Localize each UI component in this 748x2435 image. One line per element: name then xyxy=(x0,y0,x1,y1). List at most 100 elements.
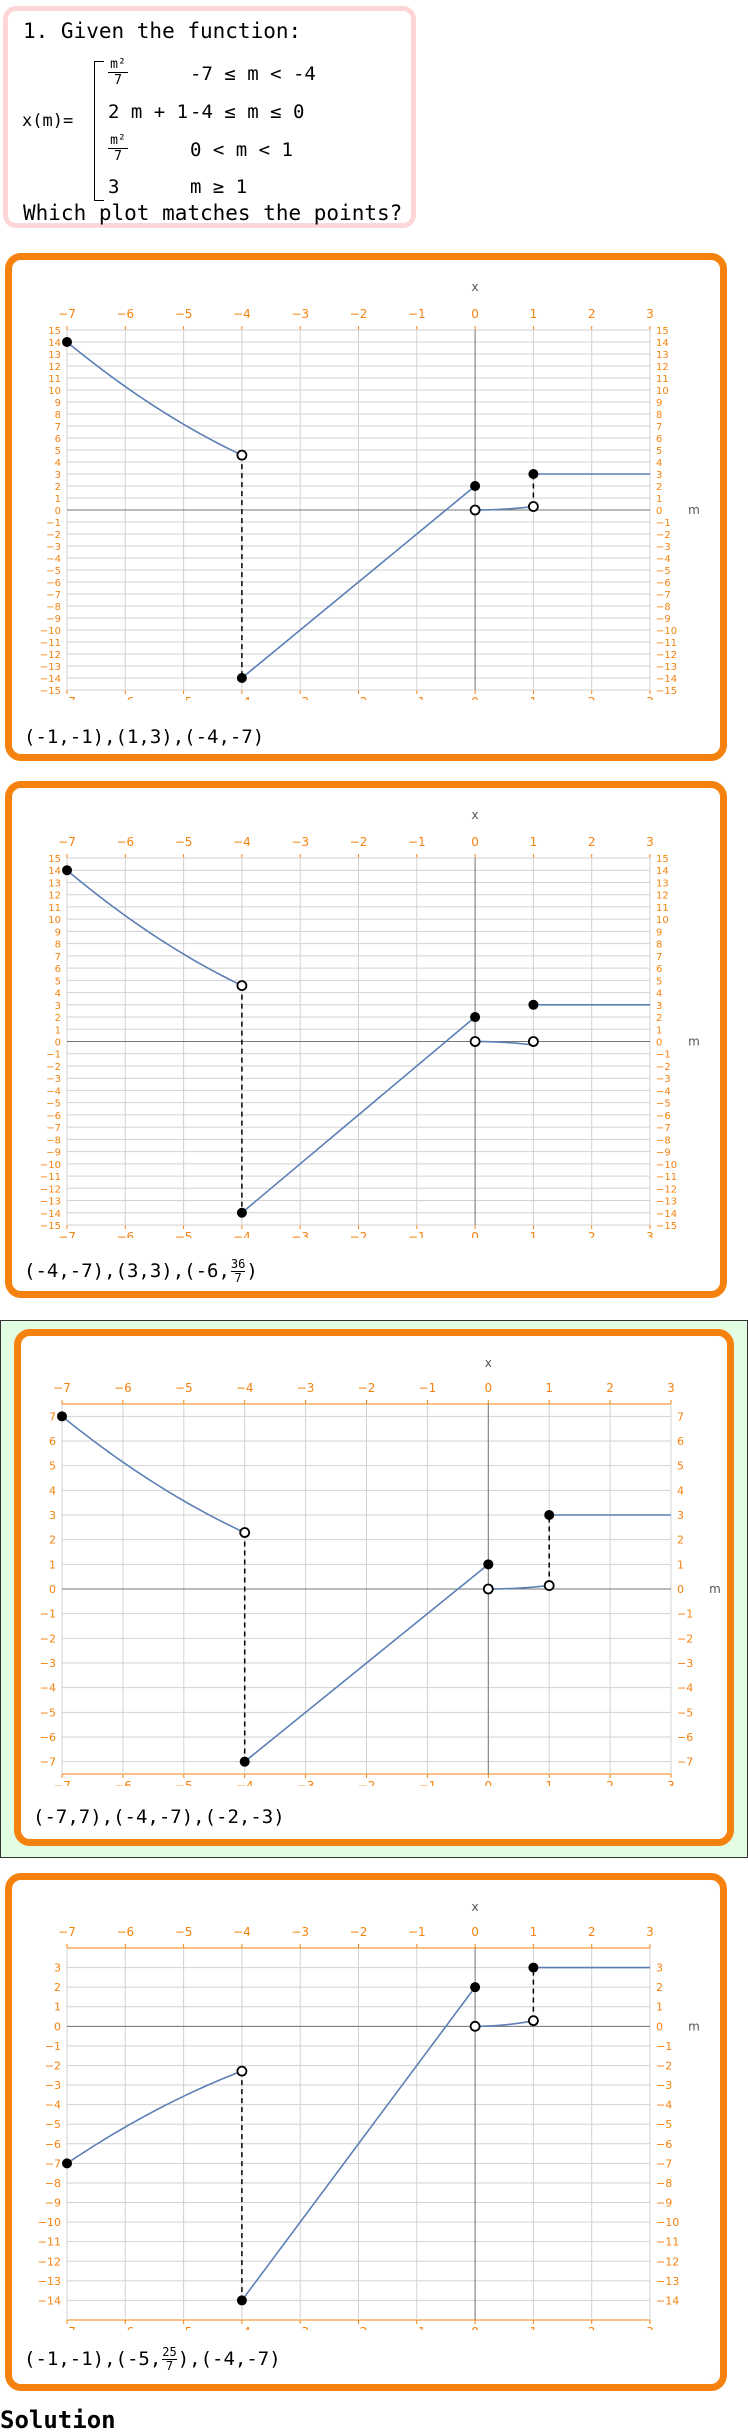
function-curve xyxy=(61,1415,246,1534)
y-tick-label-right: 6 xyxy=(656,434,662,445)
y-tick-label-left: −10 xyxy=(40,626,61,637)
y-tick-label-left: −6 xyxy=(46,1111,61,1122)
y-tick-label-left: 7 xyxy=(49,1410,56,1423)
closed-point xyxy=(470,481,481,491)
y-tick-label-left: 4 xyxy=(55,989,61,1000)
x-tick-label-bottom: 1 xyxy=(545,1779,553,1786)
y-tick-label-right: −6 xyxy=(677,1731,693,1744)
x-tick-label-top: 1 xyxy=(530,307,538,321)
points-text: (-1,-1),(-5, xyxy=(24,2348,162,2370)
y-tick-label-right: 1 xyxy=(677,1558,684,1571)
x-tick-label-bottom: 2 xyxy=(606,1779,614,1786)
points-fraction: 36 7 xyxy=(230,1257,246,1285)
x-tick-label-top: −7 xyxy=(58,835,76,849)
piece-3-den: 7 xyxy=(108,148,128,164)
open-point xyxy=(236,980,248,991)
y-tick-label-right: 8 xyxy=(656,410,662,421)
function-curve xyxy=(488,1584,550,1590)
y-tick-label-left: 15 xyxy=(48,854,61,865)
x-tick-label-top: −1 xyxy=(408,1925,426,1939)
closed-point xyxy=(470,1982,481,1993)
y-tick-label-left: 1 xyxy=(55,494,61,505)
y-tick-label-right: −5 xyxy=(677,1706,693,1719)
y-tick-label-left: −2 xyxy=(46,1062,61,1073)
function-curve xyxy=(475,505,534,511)
function-curve xyxy=(475,1040,534,1046)
x-tick-label-bottom: −4 xyxy=(233,2325,251,2330)
y-tick-label-right: −2 xyxy=(656,2059,672,2072)
x-tick-label-bottom: −1 xyxy=(419,1779,437,1786)
y-tick-label-right: −12 xyxy=(656,2255,679,2268)
function-curve xyxy=(241,1986,476,2301)
y-tick-label-left: −12 xyxy=(38,2255,61,2268)
x-tick-label-top: −2 xyxy=(350,1925,368,1939)
y-tick-label-left: −1 xyxy=(46,518,61,529)
y-tick-label-right: 7 xyxy=(656,952,662,963)
y-tick-label-left: −4 xyxy=(46,1086,61,1097)
piece-4-cond: m ≥ 1 xyxy=(190,176,248,198)
open-point xyxy=(239,1527,251,1538)
y-tick-label-right: −10 xyxy=(656,1160,677,1171)
open-point xyxy=(543,1580,555,1591)
option-c-panel[interactable]: −7 −7 −6 −6 −5 −5 −4 −4 −3 −3 −2 −2 −1 −1 0 0 1 1 2 2 3 3 7 7 6 6… xyxy=(14,1329,734,1846)
y-tick-label-right: −2 xyxy=(677,1632,693,1645)
y-tick-label-right: 12 xyxy=(656,362,669,373)
y-tick-label-right: −7 xyxy=(656,1123,671,1134)
y-tick-label-right: 2 xyxy=(656,482,662,493)
y-tick-label-left: −14 xyxy=(38,2294,61,2307)
y-tick-label-right: −10 xyxy=(656,2216,679,2229)
option-a-panel[interactable]: −7−7−6−6−5−5−4−4−3−3−2−2−1−1001122331515… xyxy=(5,253,727,761)
y-tick-label-left: −10 xyxy=(38,2216,61,2229)
closed-point xyxy=(528,1962,539,1973)
x-tick-label-bottom: −2 xyxy=(350,2325,368,2330)
y-tick-label-right: 0 xyxy=(677,1583,684,1596)
x-tick-label-bottom: 1 xyxy=(530,2325,538,2330)
piece-3-cond: 0 < m < 1 xyxy=(190,139,293,161)
points-text: ),(-4,-7) xyxy=(177,2348,281,2370)
y-tick-label-left: 10 xyxy=(48,915,61,926)
y-tick-label-right: 15 xyxy=(656,854,669,865)
y-tick-label-right: 15 xyxy=(656,326,669,337)
x-tick-label-top: −7 xyxy=(58,307,76,321)
y-tick-label-left: 10 xyxy=(48,386,61,397)
x-tick-label-bottom: 2 xyxy=(588,1230,596,1238)
fraction-numerator: 36 xyxy=(230,1257,246,1271)
piecewise-brace xyxy=(94,61,104,201)
y-tick-label-left: 11 xyxy=(48,903,61,914)
x-tick-label-top: −3 xyxy=(291,1925,309,1939)
y-tick-label-left: −11 xyxy=(40,1172,61,1183)
y-tick-label-right: 9 xyxy=(656,927,662,938)
y-tick-label-left: 15 xyxy=(48,326,61,337)
option-b-panel[interactable]: −7 −7 −6 −6 −5 −5 −4 −4 −3 −3 −2 −2 −1 −1 0 0 1 1 2 2 3 3 15 15… xyxy=(5,781,727,1298)
y-tick-label-right: −8 xyxy=(656,602,671,613)
x-tick-label-bottom: −1 xyxy=(408,2325,426,2330)
function-curve xyxy=(66,2070,243,2165)
y-tick-label-right: −1 xyxy=(656,1050,671,1061)
x-tick-label-top: 2 xyxy=(588,307,596,321)
function-curve xyxy=(244,1563,489,1763)
y-tick-label-left: −3 xyxy=(46,1074,61,1085)
question-box: 1. Given the function: x(m)= m² 7 -7 ≤ m… xyxy=(3,6,416,228)
x-tick-label-bottom: 3 xyxy=(646,695,654,700)
x-tick-label-bottom: −3 xyxy=(291,1230,309,1238)
y-tick-label-left: −3 xyxy=(40,1657,56,1670)
x-tick-label-top: −4 xyxy=(236,1381,254,1395)
y-tick-label-left: 8 xyxy=(55,410,61,421)
y-tick-label-right: 10 xyxy=(656,386,669,397)
y-tick-label-left: −9 xyxy=(45,2197,61,2210)
closed-point xyxy=(470,1012,481,1023)
x-tick-label-top: 0 xyxy=(471,1925,479,1939)
x-tick-label-top: 2 xyxy=(588,835,596,849)
closed-point xyxy=(236,2295,247,2306)
x-tick-label-top: −3 xyxy=(291,307,309,321)
y-tick-label-right: −2 xyxy=(656,530,671,541)
y-tick-label-right: −7 xyxy=(656,2157,672,2170)
y-tick-label-left: −8 xyxy=(46,602,61,613)
option-d-panel[interactable]: −7−7−6−6−5−5−4−4−3−3−2−2−1−1001122333322… xyxy=(5,1873,727,2391)
fraction-denominator: 7 xyxy=(162,2359,177,2373)
y-tick-label-right: −13 xyxy=(656,1197,677,1208)
points-text: ) xyxy=(246,1260,258,1282)
y-tick-label-right: −4 xyxy=(677,1682,693,1695)
x-tick-label-bottom: −6 xyxy=(116,2325,134,2330)
y-tick-label-right: −2 xyxy=(656,1062,671,1073)
